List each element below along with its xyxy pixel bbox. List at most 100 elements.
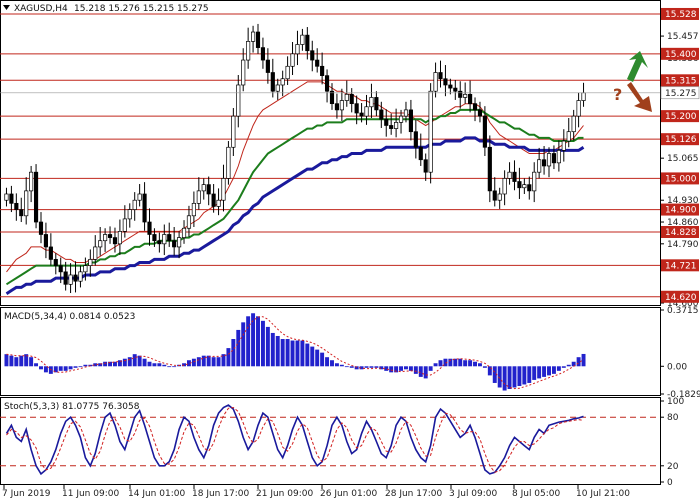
candle-body [468, 93, 473, 105]
macd-bar [14, 357, 19, 367]
macd-bar [394, 366, 399, 373]
macd-bar [157, 363, 162, 367]
macd-bar [310, 346, 315, 367]
candle-body [103, 234, 108, 242]
macd-bar [201, 355, 206, 367]
level-price-label: 15.528 [665, 10, 697, 20]
arrow-up-icon [627, 51, 648, 82]
candle-body [260, 47, 266, 61]
candle-body [246, 41, 251, 61]
macd-bar [9, 355, 14, 367]
macd-bar [581, 353, 586, 367]
stoch-panel-frame [0, 397, 661, 485]
candle-body [364, 106, 369, 117]
candle-body [93, 246, 98, 260]
macd-bar [162, 364, 167, 367]
candle-body [423, 159, 428, 173]
price-panel-frame [0, 0, 661, 306]
time-tick-label: 18 Jun 17:00 [192, 489, 249, 499]
candle-body [522, 184, 527, 189]
candle-body [537, 159, 542, 173]
candle-body [472, 103, 478, 111]
level-price-tag [661, 290, 699, 303]
macd-bar [556, 366, 561, 371]
macd-bar [53, 366, 58, 373]
macd-bar [448, 358, 453, 367]
macd-bar [542, 366, 547, 377]
macd-bar [497, 366, 502, 388]
candle-body [398, 115, 404, 123]
candlesticks [4, 23, 586, 294]
macd-bar [295, 340, 300, 367]
candle-body [167, 234, 172, 242]
candle-body [295, 44, 300, 55]
time-tick-label: 10 Jul 21:00 [576, 489, 630, 499]
candle-body [546, 153, 552, 167]
candle-body [379, 109, 384, 120]
macd-bar [275, 335, 280, 367]
price-axis: 15.45715.38615.06514.93014.86014.79014.6… [0, 7, 700, 309]
macd-bar [320, 352, 325, 367]
candle-body [73, 274, 78, 282]
level-price-tag [661, 133, 699, 146]
level-price-tag [661, 74, 699, 87]
macd-bar [399, 366, 404, 371]
question-mark: ? [613, 85, 622, 104]
macd-bar [379, 366, 384, 370]
candle-body [384, 118, 389, 126]
macd-bar [231, 339, 236, 367]
time-tick-label: 26 Jun 01:00 [320, 489, 377, 499]
macd-bar [256, 316, 260, 367]
candle-body [433, 72, 438, 92]
macd-bar [349, 366, 354, 368]
macd-bar [305, 343, 310, 367]
macd-bar [477, 363, 482, 367]
candle-body [53, 259, 58, 266]
moving-average-line [5, 108, 584, 286]
candle-body [48, 246, 53, 260]
candle-body [157, 240, 162, 245]
macd-bar [19, 355, 24, 367]
candle-body [241, 59, 246, 86]
macd-bar [492, 366, 497, 383]
macd-bar [83, 364, 88, 367]
candle-body [63, 271, 68, 285]
candle-body [305, 34, 310, 52]
level-price-tag [661, 203, 699, 216]
macd-title: MACD(5,34,4) 0.0814 0.0523 [4, 312, 135, 322]
level-price-label: 15.315 [665, 76, 697, 86]
axis-tick-label: 14.860 [667, 218, 699, 228]
candle-body [98, 240, 103, 248]
candle-body [216, 199, 221, 207]
level-price-label: 15.126 [665, 135, 697, 145]
macd-bar [463, 360, 468, 367]
macd-bar [103, 361, 108, 367]
macd-bar [453, 358, 458, 367]
candle-body [502, 178, 507, 195]
candle-body [497, 193, 502, 201]
macd-bar [468, 360, 473, 367]
candle-body [324, 75, 330, 92]
candle-body [137, 193, 142, 201]
candle-body [236, 84, 241, 117]
stoch-axis-label: 80 [667, 413, 679, 423]
current-price-label: 15.275 [665, 89, 697, 99]
macd-bar [413, 366, 418, 374]
candle-body [448, 84, 453, 89]
axis-tick-label: 14.930 [667, 196, 699, 206]
candle-body [255, 31, 261, 48]
candle-body [556, 150, 561, 164]
level-price-tag [661, 172, 699, 185]
macd-bar [221, 354, 226, 367]
level-price-label: 14.721 [665, 261, 697, 271]
macd-bar [241, 322, 246, 367]
macd-bar [571, 361, 576, 367]
macd-bar [537, 366, 542, 379]
candle-body [344, 93, 349, 101]
candle-body [221, 178, 226, 201]
candle-body [576, 100, 581, 117]
macd-bar [517, 366, 522, 386]
symbol-label: XAGUSD,H4 [14, 4, 68, 14]
candle-body [408, 109, 413, 133]
candle-body [196, 190, 201, 204]
